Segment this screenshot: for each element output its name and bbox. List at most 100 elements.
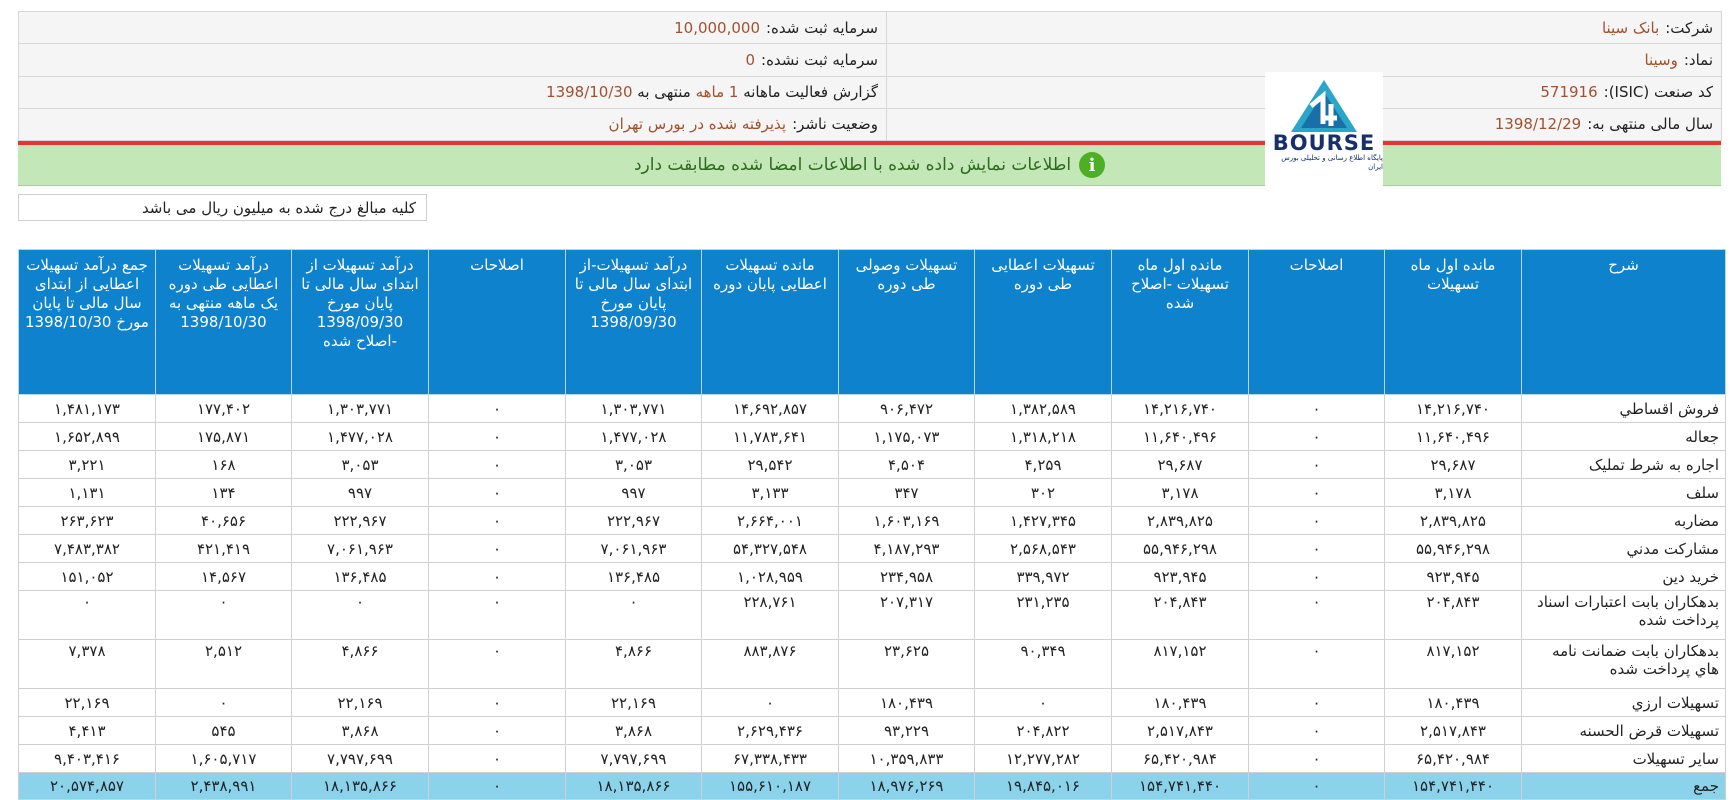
symbol: نماد:وسينا [885, 43, 1723, 77]
table-cell: ۹۹۷ [565, 478, 702, 507]
table-cell: ۰ [428, 716, 566, 745]
table-cell: ۱,۴۸۱,۱۷۳ [18, 394, 156, 423]
company-name-link[interactable]: بانک سينا [1601, 18, 1660, 37]
table-cell: ۲۲۸,۷۶۱ [701, 590, 839, 640]
column-header: مانده تسهیلات اعطایی پایان دوره [701, 249, 839, 395]
logo-subtitle: پایگاه اطلاع رسانی و تحلیلی بورس ایران [1281, 154, 1383, 171]
table-cell: ۳,۸۶۸ [291, 716, 429, 745]
table-cell: ۱,۳۰۳,۷۷۱ [291, 394, 429, 423]
publisher-status: وضعیت ناشر:پذیرفته شده در بورس تهران [18, 107, 887, 142]
table-cell: ۲,۵۱۷,۸۴۳ [1111, 716, 1249, 745]
company-name: شرکت:بانک سينا [885, 10, 1723, 45]
table-cell: ۲۰۴,۸۲۲ [974, 716, 1112, 745]
table-cell: ۱,۴۷۷,۰۲۸ [565, 422, 702, 451]
table-row: خريد دين ۹۲۳,۹۴۵ ۰ ۹۲۳,۹۴۵ ۳۳۹,۹۷۲ ۲۳۴,۹۵۸ ۱,۰… [18, 562, 1726, 591]
column-header: مانده اول ماه تسهیلات -اصلاح شده [1111, 249, 1249, 395]
table-cell: ۲۶۳,۶۲۳ [18, 506, 156, 535]
table-cell: ۲۲۲,۹۶۷ [565, 506, 702, 535]
table-row: فروش اقساطي ۱۴,۲۱۶,۷۴۰ ۰ ۱۴,۲۱۶,۷۴۰ ۱,۳۸۲,۵۸… [18, 394, 1726, 423]
table-cell: ۰ [428, 639, 566, 689]
table-cell: ۱۰,۳۵۹,۸۳۳ [838, 744, 975, 773]
row-description: بدهکاران بابت ضمانت نامه هاي پرداخت شده [1521, 639, 1726, 689]
table-cell: ۰ [428, 422, 566, 451]
total-row: جمع ۱۵۴,۷۴۱,۴۴۰ ۰ ۱۵۴,۷۴۱,۴۴۰ ۱۹,۸۴۵,۰۱۶ ۱۸,۹… [18, 772, 1726, 800]
table-cell: ۰ [1248, 688, 1385, 717]
table-cell: ۹۰۶,۴۷۲ [838, 394, 975, 423]
table-cell: ۱۳۴ [155, 478, 292, 507]
table-cell: ۳,۱۷۸ [1384, 478, 1522, 507]
registered-capital-value: 10,000,000 [674, 18, 760, 37]
table-row: جعاله ۱۱,۶۴۰,۴۹۶ ۰ ۱۱,۶۴۰,۴۹۶ ۱,۳۱۸,۲۱۸ ۱,۱۷۵… [18, 422, 1726, 451]
table-cell: ۲,۵۱۲ [155, 639, 292, 689]
table-cell: ۰ [701, 688, 839, 717]
row-description: جعاله [1521, 422, 1726, 451]
table-cell: ۰ [1248, 562, 1385, 591]
table-cell: ۱۱,۶۴۰,۴۹۶ [1384, 422, 1522, 451]
column-header: تسهیلات اعطایی طی دوره [974, 249, 1112, 395]
table-cell: ۱۵۴,۷۴۱,۴۴۰ [1384, 772, 1522, 800]
table-cell: ۳,۱۷۸ [1111, 478, 1249, 507]
row-description: جمع [1521, 772, 1726, 800]
table-cell: ۱۸,۱۳۵,۸۶۶ [565, 772, 702, 800]
table-cell: ۱,۶۰۳,۱۶۹ [838, 506, 975, 535]
table-cell: ۵۵,۹۴۶,۲۹۸ [1111, 534, 1249, 563]
logo-word: BOURSE [1272, 131, 1376, 155]
table-cell: ۱۸۰,۴۳۹ [1111, 688, 1249, 717]
table-cell: ۳,۱۳۳ [701, 478, 839, 507]
column-header: درآمد تسهیلات-از ابتدای سال مالی تا پایا… [565, 249, 702, 395]
table-cell: ۲,۵۱۷,۸۴۳ [1384, 716, 1522, 745]
table-cell: ۲۰۴,۸۴۳ [1111, 590, 1249, 640]
table-cell: ۲۰۴,۸۴۳ [1384, 590, 1522, 640]
table-cell: ۱۳۶,۴۸۵ [291, 562, 429, 591]
table-cell: ۲,۶۲۹,۴۳۶ [701, 716, 839, 745]
fiscal-year-end: سال مالی منتهی به:1398/12/29 [1380, 107, 1723, 142]
table-cell: ۲۹,۶۸۷ [1384, 450, 1522, 479]
table-row: مشارکت مدني ۵۵,۹۴۶,۲۹۸ ۰ ۵۵,۹۴۶,۲۹۸ ۲,۵۶۸,۵۴… [18, 534, 1726, 563]
table-cell: ۱۵۱,۰۵۲ [18, 562, 156, 591]
table-cell: ۶۷,۳۳۸,۴۳۳ [701, 744, 839, 773]
symbol-link[interactable]: وسينا [1644, 50, 1678, 69]
table-cell: ۹۹۷ [291, 478, 429, 507]
table-cell: ۴۰,۶۵۶ [155, 506, 292, 535]
column-header: مانده اول ماه تسهیلات [1384, 249, 1522, 395]
table-cell: ۹,۴۰۳,۴۱۶ [18, 744, 156, 773]
isic-code: کد صنعت (ISIC):571916 [1380, 75, 1723, 109]
table-cell: ۱,۴۲۷,۳۴۵ [974, 506, 1112, 535]
column-header: تسهیلات وصولی طی دوره [838, 249, 975, 395]
table-cell: ۷,۴۸۳,۳۸۲ [18, 534, 156, 563]
table-cell: ۲۳,۶۲۵ [838, 639, 975, 689]
verification-banner: i اطلاعات نمایش داده شده با اطلاعات امضا… [18, 145, 1721, 186]
table-cell: ۰ [291, 590, 429, 640]
table-cell: ۲۰,۵۷۴,۸۵۷ [18, 772, 156, 800]
table-header: شرح مانده اول ماه تسهیلات اصلاحات مانده اول… [18, 249, 1726, 395]
table-cell: ۱۹,۸۴۵,۰۱۶ [974, 772, 1112, 800]
table-cell: ۱۸,۱۳۵,۸۶۶ [291, 772, 429, 800]
table-cell: ۱۴,۶۹۲,۸۵۷ [701, 394, 839, 423]
table-cell: ۴,۸۶۶ [291, 639, 429, 689]
table-cell: ۲۲۲,۹۶۷ [291, 506, 429, 535]
table-cell: ۳۳۹,۹۷۲ [974, 562, 1112, 591]
table-cell: ۷,۳۷۸ [18, 639, 156, 689]
table-cell: ۲۹,۶۸۷ [1111, 450, 1249, 479]
unregistered-capital: سرمایه ثبت نشده:0 [18, 43, 887, 77]
table-cell: ۳,۸۶۸ [565, 716, 702, 745]
row-description: خريد دين [1521, 562, 1726, 591]
table-cell: ۱۱,۷۸۳,۶۴۱ [701, 422, 839, 451]
table-cell: ۰ [565, 590, 702, 640]
row-description: تسهيلات ارزي [1521, 688, 1726, 717]
table-cell: ۲۲,۱۶۹ [18, 688, 156, 717]
table-cell: ۱۶۸ [155, 450, 292, 479]
table-cell: ۰ [1248, 534, 1385, 563]
table-cell: ۹۲۳,۹۴۵ [1111, 562, 1249, 591]
separator-line [18, 141, 1721, 145]
table-cell: ۰ [1248, 394, 1385, 423]
table-cell: ۲۳۴,۹۵۸ [838, 562, 975, 591]
table-cell: ۱۸,۹۷۶,۲۶۹ [838, 772, 975, 800]
table-cell: ۴,۴۱۳ [18, 716, 156, 745]
table-cell: ۱,۶۰۵,۷۱۷ [155, 744, 292, 773]
table-cell: ۹۰,۳۴۹ [974, 639, 1112, 689]
table-cell: ۰ [1248, 772, 1385, 800]
table-cell: ۹۳,۲۲۹ [838, 716, 975, 745]
row-description: مشارکت مدني [1521, 534, 1726, 563]
table-cell: ۰ [1248, 450, 1385, 479]
